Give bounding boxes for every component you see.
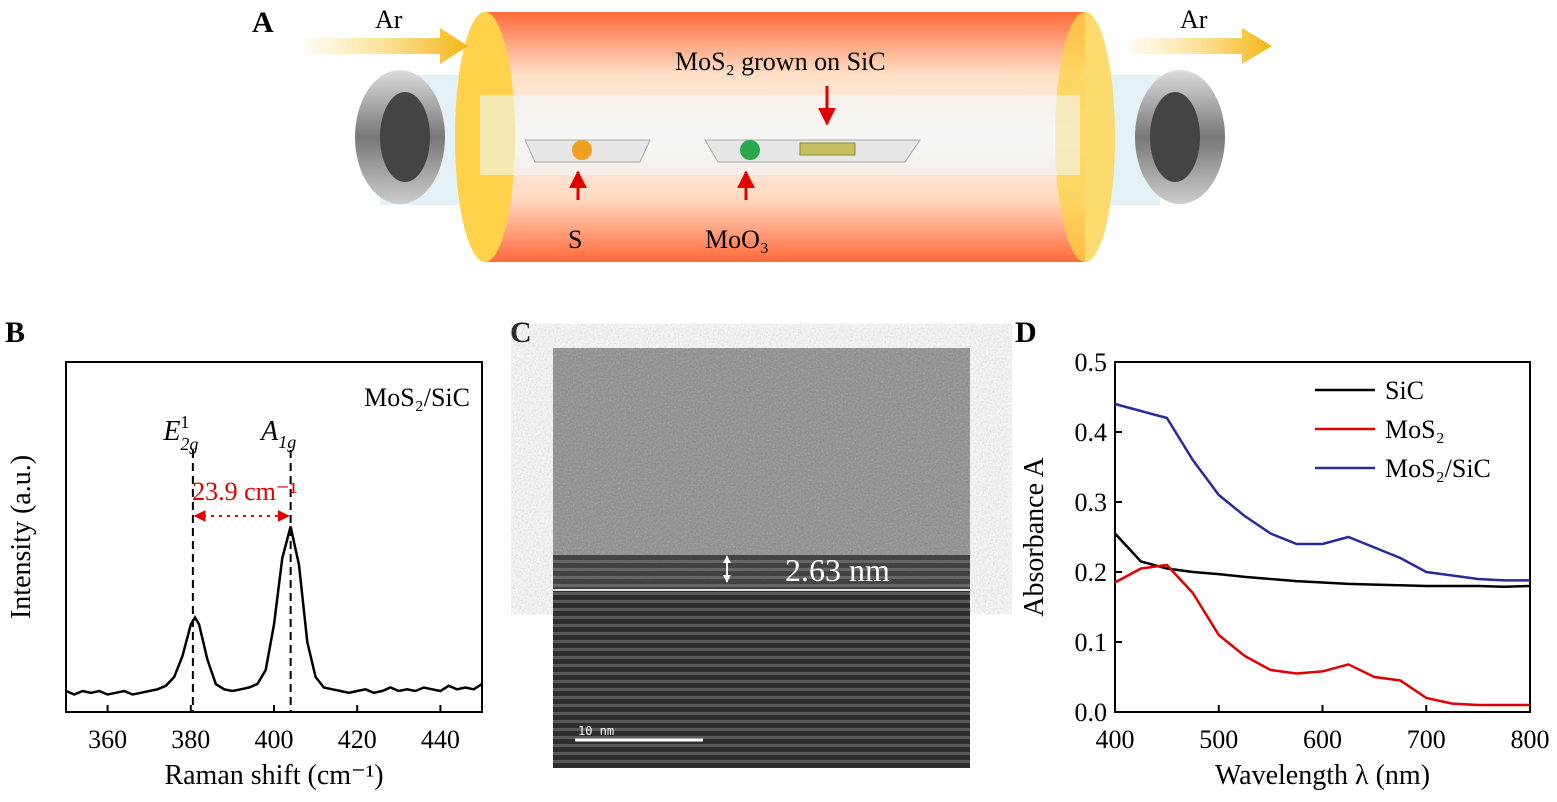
- furnace-end: [1055, 12, 1115, 262]
- legend-label: MoS₂: [1385, 415, 1445, 444]
- legend-label: MoS₂/SiC: [1385, 454, 1491, 483]
- series-line: [1114, 563, 1530, 707]
- x-axis-title: Raman shift (cm⁻¹): [164, 760, 383, 791]
- peak-label: A1g: [259, 416, 296, 452]
- label: Ar: [1180, 5, 1208, 34]
- label: MoS₂ grown on SiC: [675, 47, 886, 76]
- gas-arrow: [305, 28, 468, 64]
- series-line: [1114, 532, 1531, 588]
- annotation: MoS₂/SiC: [364, 383, 470, 412]
- label: Ar: [375, 5, 403, 34]
- label: 10 nm: [578, 724, 614, 738]
- peak-sub: 2g: [180, 434, 198, 454]
- tem-noise: [553, 348, 970, 590]
- panel-a: A Ar Ar MoS₂ grown on SiC S MoO₃: [252, 5, 1272, 262]
- end-cap: [380, 92, 430, 182]
- x-tick-label: 360: [88, 725, 127, 754]
- panel-label: A: [252, 6, 274, 39]
- y-tick-label: 0.3: [1075, 488, 1108, 517]
- label: 2.63 nm: [785, 552, 890, 588]
- substrate: [799, 142, 856, 156]
- y-tick-label: 0.1: [1075, 628, 1108, 657]
- plot-frame: [65, 361, 483, 713]
- x-tick-label: 420: [338, 725, 377, 754]
- x-tick-label: 600: [1303, 725, 1342, 754]
- x-tick-label: 380: [171, 725, 210, 754]
- plot-frame: [1114, 361, 1531, 713]
- x-tick-label: 440: [421, 725, 460, 754]
- x-axis-title: Wavelength λ (nm): [1215, 760, 1430, 791]
- x-tick-label: 700: [1407, 725, 1446, 754]
- peak-sub: 1g: [278, 432, 296, 452]
- series-line: [1114, 402, 1530, 582]
- peak-label: E1 2g: [162, 412, 198, 454]
- label: MoO₃: [705, 225, 769, 254]
- end-cap: [1150, 92, 1200, 182]
- series-line: [65, 526, 483, 696]
- moo3: [740, 140, 760, 160]
- y-tick-label: 0.2: [1075, 558, 1108, 587]
- x-tick-label: 400: [1096, 725, 1135, 754]
- panel-label: D: [1015, 316, 1037, 349]
- gas-arrow: [1130, 28, 1272, 64]
- peak-symbol: E: [162, 416, 180, 447]
- peak-sup: 1: [180, 412, 189, 432]
- x-tick-label: 800: [1511, 725, 1550, 754]
- tube-inner: [480, 95, 1080, 175]
- y-axis-title: Intensity (a.u.): [6, 455, 37, 619]
- label: S: [568, 225, 582, 254]
- panel-label: B: [5, 316, 25, 349]
- y-tick-label: 0.4: [1075, 418, 1108, 447]
- panel-label: C: [510, 316, 532, 349]
- sulfur: [572, 140, 592, 160]
- y-tick-label: 0.0: [1075, 698, 1108, 727]
- y-tick-label: 0.5: [1075, 348, 1108, 377]
- x-tick-label: 500: [1199, 725, 1238, 754]
- x-tick-label: 400: [255, 725, 294, 754]
- panel-c: C 2.63 nm 10 nm: [510, 316, 970, 768]
- y-axis-title: Absorbance A: [1019, 457, 1050, 617]
- tem-layers: [553, 555, 970, 590]
- shift-label: 23.9 cm⁻¹: [192, 477, 297, 506]
- legend-label: SiC: [1385, 376, 1424, 405]
- peak-symbol: A: [259, 416, 279, 447]
